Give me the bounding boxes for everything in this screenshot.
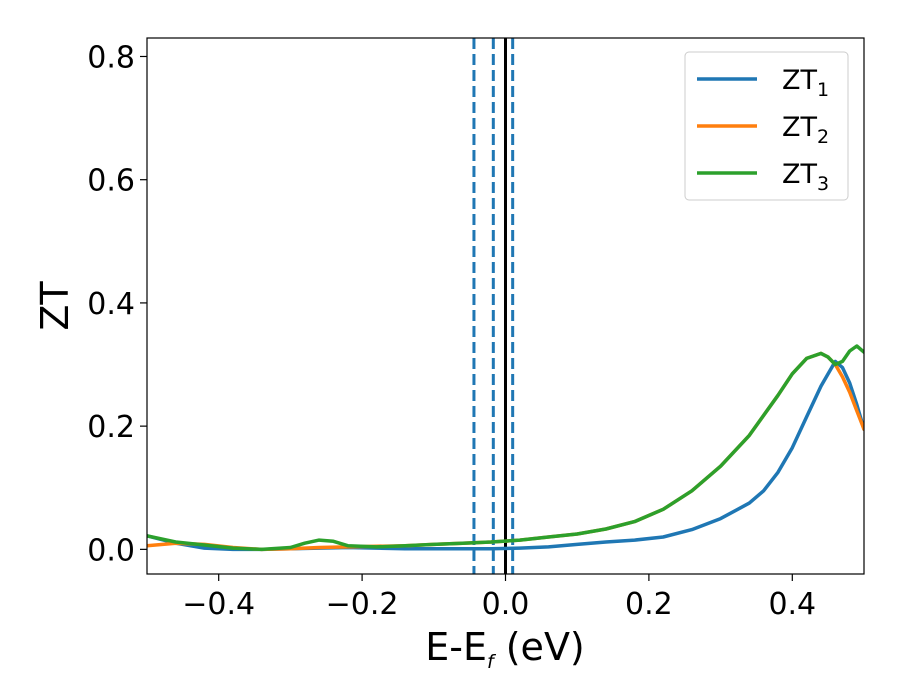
x-axis: −0.4 −0.2 0.0 0.2 0.4 [182,574,816,622]
y-tick-label: 0.0 [87,533,135,568]
y-axis: 0.0 0.2 0.4 0.6 0.8 [87,40,147,568]
y-axis-title: ZT [33,281,77,331]
legend-label-zt1: ZT1 [782,65,829,101]
y-tick-label: 0.6 [87,164,135,199]
x-tick-label: −0.2 [326,587,399,622]
y-tick-label: 0.8 [87,40,135,75]
legend: ZT1 ZT2 ZT3 [684,51,849,201]
y-tick-label: 0.2 [87,410,135,445]
x-tick-label: −0.4 [182,587,255,622]
y-tick-label: 0.4 [87,287,135,322]
legend-label-zt2: ZT2 [782,112,829,148]
x-tick-label: 0.2 [625,587,673,622]
plot-area [147,38,864,574]
legend-frame [684,51,849,201]
x-axis-title: E-Ef (eV) [425,625,585,673]
x-tick-label: 0.0 [482,587,530,622]
x-tick-label: 0.4 [768,587,816,622]
legend-label-zt3: ZT3 [782,159,829,195]
series-line-zt3 [147,344,864,552]
